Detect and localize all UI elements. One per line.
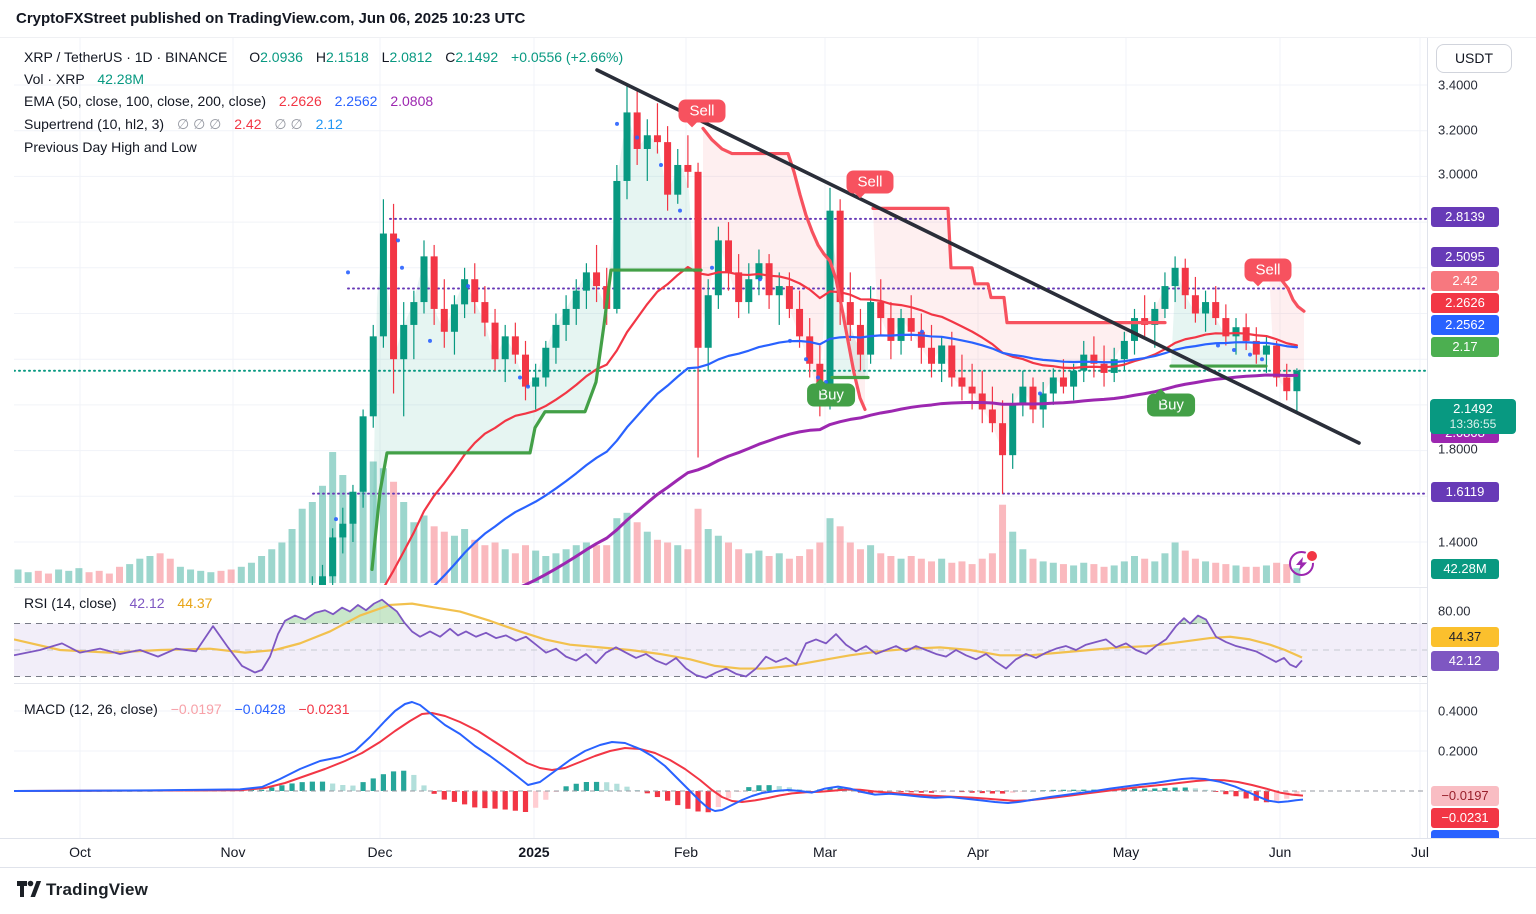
- ohlc-open-value: 2.0936: [260, 49, 303, 65]
- pane-separator-rsi[interactable]: [14, 587, 1522, 588]
- time-axis-month-label[interactable]: May: [1112, 844, 1140, 860]
- time-axis-month-label[interactable]: Feb: [673, 844, 699, 860]
- sell-signal-marker[interactable]: Sell: [846, 170, 894, 194]
- macd-line-value: −0.0428: [234, 701, 286, 717]
- macd-signal-value: −0.0231: [298, 701, 350, 717]
- supertrend-red-value: 2.42: [234, 116, 262, 132]
- axis-price-badge: 2.2626: [1431, 293, 1499, 313]
- axis-price-badge: −0.0231: [1431, 808, 1499, 828]
- rsi-label: RSI (14, close): [24, 595, 117, 611]
- volume-label: Vol · XRP: [24, 71, 85, 87]
- time-axis[interactable]: Oct Nov Dec 2025 Feb Mar Apr May Jun Jul: [0, 838, 1536, 868]
- ema50-value: 2.2626: [278, 93, 322, 109]
- axis-price-badge: 2.2562: [1431, 315, 1499, 335]
- supertrend-empty-values-2: ∅ ∅: [274, 116, 303, 132]
- ema200-value: 2.0808: [390, 93, 434, 109]
- rsi-value: 42.12: [129, 595, 165, 611]
- supertrend-blue-value: 2.12: [315, 116, 343, 132]
- change-value: +0.0556 (+2.66%): [511, 49, 624, 65]
- time-axis-month-label[interactable]: Dec: [367, 844, 393, 860]
- axis-price-badge: 2.42: [1431, 271, 1499, 291]
- tradingview-watermark-text: TradingView: [46, 880, 149, 899]
- ema-label: EMA (50, close, 100, close, 200, close): [24, 93, 267, 109]
- macd-label: MACD (12, 26, close): [24, 701, 158, 717]
- axis-label: 0.2000: [1438, 743, 1478, 759]
- publisher-bar: CryptoFXStreet published on TradingView.…: [0, 0, 1536, 38]
- ohlc-low-value: 2.0812: [389, 49, 433, 65]
- flash-circle: [1289, 551, 1314, 576]
- supertrend-label: Supertrend (10, hl2, 3): [24, 116, 165, 132]
- tradingview-watermark[interactable]: TradingView: [16, 878, 148, 902]
- flash-snapshot-icon[interactable]: [1289, 549, 1319, 579]
- tradingview-logo-icon: [17, 880, 42, 897]
- last-price-value: 2.1492: [1453, 401, 1493, 416]
- rsi-ma-value: 44.37: [177, 595, 213, 611]
- sell-signal-marker[interactable]: Sell: [678, 99, 726, 123]
- symbol-title[interactable]: XRP / TetherUS · 1D · BINANCE: [24, 49, 228, 65]
- bar-countdown: 13:36:55: [1449, 417, 1497, 431]
- publisher-text: CryptoFXStreet published on TradingView.…: [16, 10, 526, 27]
- axis-label: 80.00: [1438, 603, 1471, 619]
- axis-price-badge: 2.8139: [1431, 207, 1499, 227]
- time-axis-month-label[interactable]: Nov: [220, 844, 246, 860]
- axis-price-badge: 42.12: [1431, 651, 1499, 671]
- buy-signal-marker[interactable]: Buy: [807, 383, 855, 407]
- pane-separator-macd[interactable]: [14, 683, 1522, 684]
- lightning-bolt-icon: [1296, 557, 1307, 571]
- supertrend-empty-values: ∅ ∅ ∅: [176, 116, 222, 132]
- buy-signal-marker[interactable]: Buy: [1147, 393, 1195, 417]
- ohlc-low-label: L: [381, 49, 390, 65]
- time-axis-month-label[interactable]: Mar: [812, 844, 838, 860]
- axis-price-badge: 2.17: [1431, 337, 1499, 357]
- axis-label: 0.4000: [1438, 703, 1478, 719]
- rsi-header[interactable]: RSI (14, close) 42.12 44.37: [24, 595, 212, 611]
- currency-toggle-button[interactable]: USDT: [1436, 44, 1512, 73]
- macd-header[interactable]: MACD (12, 26, close) −0.0197 −0.0428 −0.…: [24, 701, 350, 717]
- axis-price-badge: 2.5095: [1431, 247, 1499, 267]
- ohlc-close-label: C: [445, 49, 456, 65]
- pdhl-label: Previous Day High and Low: [24, 139, 197, 155]
- notification-dot: [1305, 549, 1319, 563]
- macd-hist-value: −0.0197: [170, 701, 222, 717]
- time-axis-month-label[interactable]: Apr: [967, 844, 989, 860]
- axis-price-badge: 44.37: [1431, 627, 1499, 647]
- axis-label: 1.4000: [1438, 534, 1478, 550]
- axis-label: 3.0000: [1438, 166, 1478, 182]
- legend-row-symbol[interactable]: XRP / TetherUS · 1D · BINANCE O2.0936 H2…: [24, 49, 623, 65]
- axis-price-badge: −0.0197: [1431, 786, 1499, 806]
- time-axis-month-label[interactable]: Oct: [69, 844, 91, 860]
- axis-price-badge: 42.28M: [1431, 559, 1499, 579]
- legend-row-ema[interactable]: EMA (50, close, 100, close, 200, close) …: [24, 93, 433, 109]
- sell-signal-marker[interactable]: Sell: [1244, 258, 1292, 282]
- legend-row-supertrend[interactable]: Supertrend (10, hl2, 3) ∅ ∅ ∅ 2.42 ∅ ∅ 2…: [24, 116, 343, 133]
- axis-label: 3.2000: [1438, 122, 1478, 138]
- time-axis-month-label[interactable]: Jul: [1411, 844, 1429, 860]
- axis-label: 3.4000: [1438, 77, 1478, 93]
- legend-row-volume[interactable]: Vol · XRP 42.28M: [24, 71, 144, 87]
- ohlc-high-value: 2.1518: [325, 49, 369, 65]
- last-price-badge: 2.1492 13:36:55: [1430, 399, 1516, 434]
- legend-row-pdhl[interactable]: Previous Day High and Low: [24, 139, 197, 155]
- axis-label: 1.8000: [1438, 441, 1478, 457]
- price-axis[interactable]: USDT 3.4000 3.2000 3.0000 1.8000 1.4000 80.00…: [1427, 38, 1523, 866]
- macd-clipped-badge: [1431, 830, 1499, 839]
- ema100-value: 2.2562: [334, 93, 378, 109]
- time-axis-month-label[interactable]: Jun: [1268, 844, 1292, 860]
- volume-value: 42.28M: [97, 71, 145, 87]
- axis-price-badge: 1.6119: [1431, 482, 1499, 502]
- ohlc-high-label: H: [315, 49, 326, 65]
- ohlc-close-value: 2.1492: [455, 49, 499, 65]
- ohlc-open-label: O: [249, 49, 261, 65]
- time-axis-month-label[interactable]: 2025: [518, 844, 550, 860]
